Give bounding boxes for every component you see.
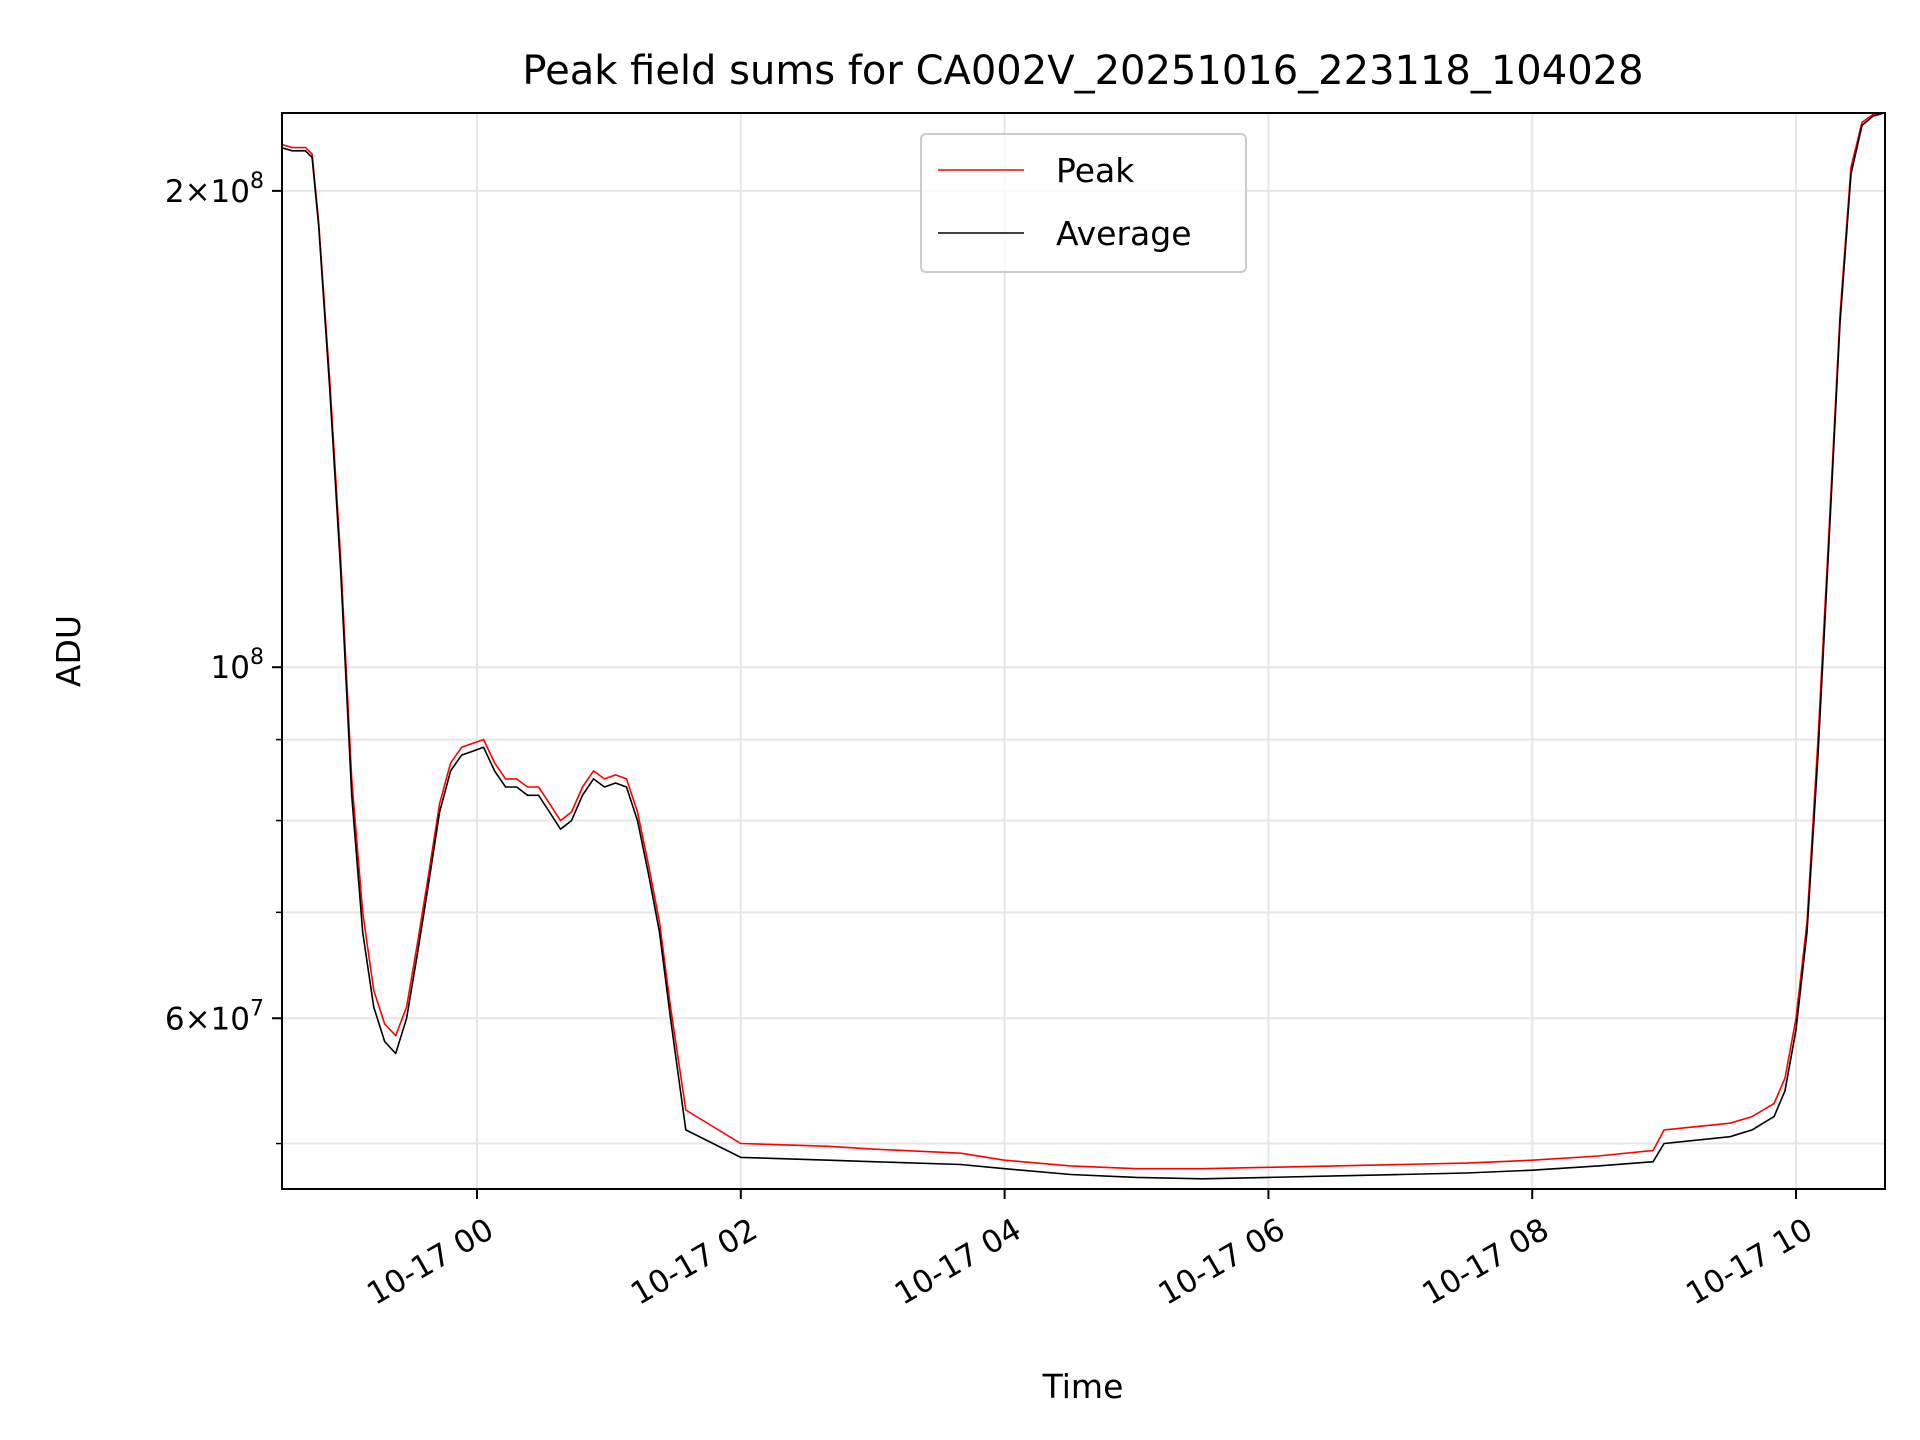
plot-frame bbox=[281, 112, 1886, 1190]
x-axis-label: Time bbox=[1042, 1367, 1124, 1406]
y-tick-label: 2×108 bbox=[165, 169, 264, 210]
y-axis-label: ADU bbox=[49, 615, 88, 687]
peak-series-line bbox=[282, 113, 1885, 1170]
y-tick-label: 108 bbox=[211, 645, 264, 686]
legend-average-label: Average bbox=[1056, 214, 1192, 253]
legend-box bbox=[920, 133, 1247, 273]
y-tick-label: 6×107 bbox=[165, 996, 264, 1037]
series-layer bbox=[282, 113, 1885, 1180]
average-series-line bbox=[282, 113, 1885, 1180]
legend: Peak Average bbox=[920, 133, 1247, 273]
chart-title: Peak field sums for CA002V_20251016_2231… bbox=[522, 48, 1643, 94]
legend-peak-label: Peak bbox=[1056, 151, 1135, 190]
